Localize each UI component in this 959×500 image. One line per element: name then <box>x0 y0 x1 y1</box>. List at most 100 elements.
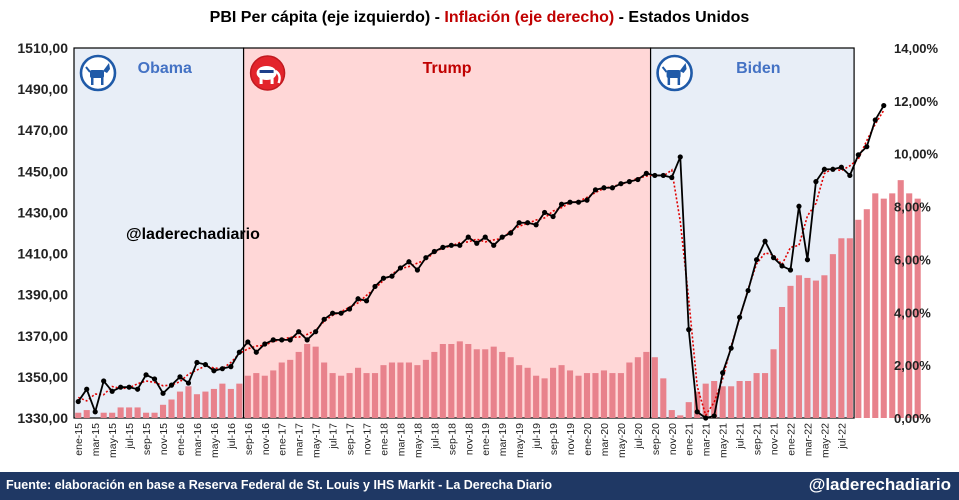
x-tick-label: ene-20 <box>582 423 594 456</box>
inflation-bar <box>304 344 311 418</box>
gdp-point <box>643 170 649 176</box>
inflation-bar <box>880 198 887 418</box>
inflation-bar <box>914 198 921 418</box>
gdp-point <box>431 248 437 255</box>
gdp-point <box>499 234 505 240</box>
inflation-bar <box>185 386 192 418</box>
gdp-point <box>779 263 785 269</box>
gdp-point <box>847 172 853 179</box>
inflation-bar <box>83 410 90 418</box>
x-tick-label: ene-21 <box>684 423 696 456</box>
x-tick-label: nov-20 <box>667 423 679 455</box>
x-tick-label: sep-18 <box>446 423 458 455</box>
chart-title: PBI Per cápita (eje izquierdo) - Inflaci… <box>0 9 959 27</box>
gdp-point <box>753 257 760 263</box>
x-tick-label: mar-19 <box>497 423 509 456</box>
inflation-bar <box>702 383 709 418</box>
inflation-bar <box>499 351 506 418</box>
inflation-bar <box>728 386 735 418</box>
inflation-bar <box>329 373 336 418</box>
inflation-bar <box>566 370 574 418</box>
gdp-point <box>372 283 378 290</box>
x-tick-label: jul-15 <box>124 423 136 450</box>
gdp-point <box>143 372 149 378</box>
x-tick-label: mar-16 <box>192 423 204 456</box>
gdp-point <box>304 337 310 343</box>
x-tick-label: mar-17 <box>294 423 306 456</box>
icon-leg <box>259 77 263 84</box>
inflation-bar <box>736 381 743 418</box>
title-part-inflation: Inflación (eje derecho) <box>444 9 615 26</box>
inflation-bar <box>354 367 362 418</box>
watermark-text: @laderechadiario <box>126 226 260 243</box>
inflation-bar <box>287 359 294 418</box>
gdp-point <box>677 154 683 160</box>
gdp-point <box>118 384 124 390</box>
gdp-point <box>737 314 743 320</box>
x-tick-label: sep-16 <box>243 423 255 455</box>
inflation-bar <box>617 373 624 418</box>
icon-leg <box>270 77 274 84</box>
gdp-point <box>270 337 276 343</box>
inflation-bar <box>202 391 209 418</box>
gdp-point <box>448 242 454 248</box>
gdp-point <box>787 267 794 273</box>
gdp-point <box>185 380 192 386</box>
gdp-point <box>838 164 844 170</box>
gdp-point <box>84 386 90 392</box>
inflation-bar <box>685 402 692 418</box>
y-left-tick-label: 1430,00 <box>17 204 68 220</box>
inflation-bar <box>126 407 133 418</box>
inflation-bar <box>600 370 608 418</box>
inflation-bar <box>346 373 353 418</box>
y-left-tick-label: 1470,00 <box>17 122 68 138</box>
inflation-bar <box>465 344 472 418</box>
gdp-point <box>813 179 819 185</box>
gdp-point <box>168 382 175 388</box>
gdp-point <box>626 179 632 185</box>
gdp-point <box>253 349 259 355</box>
x-tick-label: may-21 <box>718 423 730 458</box>
inflation-bar <box>846 238 853 418</box>
inflation-bar <box>753 373 760 418</box>
gdp-point <box>279 337 285 343</box>
inflation-bar <box>626 362 633 418</box>
x-tick-label: may-17 <box>311 423 323 458</box>
inflation-bar <box>210 388 217 418</box>
inflation-bar <box>770 349 777 418</box>
gdp-point <box>830 166 836 172</box>
gdp-point <box>821 166 828 172</box>
gdp-point <box>321 316 327 322</box>
x-tick-label: nov-16 <box>260 423 272 455</box>
inflation-bar <box>261 375 268 418</box>
x-tick-label: sep-17 <box>345 423 357 455</box>
y-right-tick-label: 0,00% <box>894 411 931 426</box>
gdp-point <box>770 255 777 261</box>
footer-source: Fuente: elaboración en base a Reserva Fe… <box>6 478 553 492</box>
inflation-bar <box>295 351 302 418</box>
inflation-bar <box>448 344 455 418</box>
y-right-tick-label: 14,00% <box>894 41 939 56</box>
y-left-tick-label: 1410,00 <box>17 246 68 262</box>
inflation-bar <box>761 373 769 418</box>
inflation-bar <box>609 373 616 418</box>
inflation-bar <box>507 357 514 418</box>
inflation-bar <box>176 391 184 418</box>
inflation-bar <box>541 378 548 418</box>
gdp-point <box>296 329 302 335</box>
inflation-bar <box>872 193 879 418</box>
inflation-bar <box>812 280 819 418</box>
x-tick-label: may-15 <box>107 423 119 458</box>
y-left-tick-label: 1350,00 <box>17 369 68 385</box>
gdp-point <box>109 388 115 394</box>
period-label: Trump <box>423 60 472 77</box>
x-tick-label: jul-16 <box>226 423 238 450</box>
y-left-tick-label: 1510,00 <box>17 40 68 56</box>
inflation-bar <box>193 394 201 418</box>
inflation-bar <box>219 383 226 418</box>
gdp-point <box>330 310 336 316</box>
inflation-bar <box>660 378 667 418</box>
inflation-bar <box>159 404 167 418</box>
title-part-gdp: PBI Per cápita (eje izquierdo) - <box>209 9 445 26</box>
x-tick-label: nov-21 <box>769 423 781 455</box>
